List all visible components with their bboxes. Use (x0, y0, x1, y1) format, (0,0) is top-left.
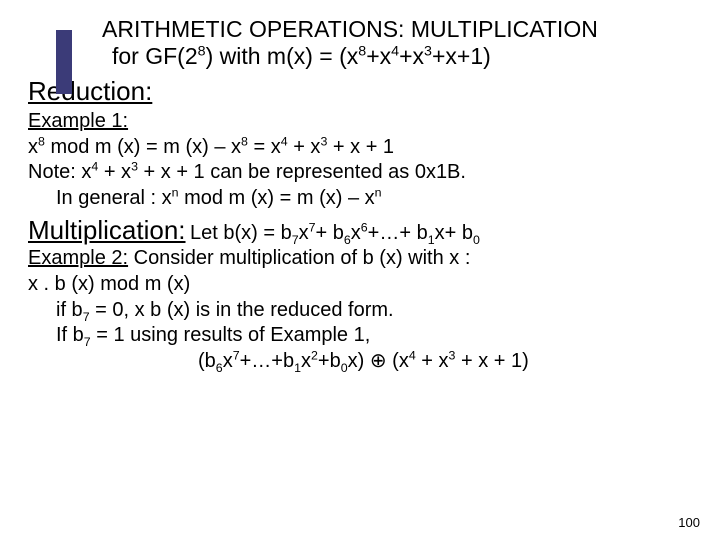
erf: x) ⊕ (x (348, 350, 409, 372)
e2i2sb1: 7 (84, 335, 91, 349)
era: (b (198, 350, 216, 372)
e2i2b: = 1 using results of Example 1, (91, 324, 371, 346)
slide-title: ARITHMETIC OPERATIONS: MULTIPLICATION fo… (102, 16, 692, 70)
ersb1: 6 (216, 361, 223, 375)
e2ib: = 0, x b (x) is in the reduced form. (90, 299, 394, 321)
mla: Let b(x) = b (190, 222, 292, 244)
e2isb1: 7 (83, 310, 90, 324)
ersb2: 1 (294, 361, 301, 375)
e1ga: In general : x (56, 187, 172, 209)
mlc: + b (316, 222, 344, 244)
erg: + x (416, 350, 449, 372)
example2-if1: if b7 = 0, x b (x) is in the reduced for… (56, 298, 692, 324)
section-reduction: Reduction: (28, 76, 692, 107)
ere: +b (318, 350, 341, 372)
section-multiplication: Multiplication: (28, 215, 186, 245)
e1ns2: 3 (131, 160, 138, 174)
e1a: x (28, 136, 38, 158)
mlsp1: 7 (309, 221, 316, 235)
e1na: Note: x (28, 161, 91, 183)
e1s2: 8 (241, 134, 248, 148)
mle: +…+ b (368, 222, 428, 244)
ersp1: 7 (233, 348, 240, 362)
mld: x (351, 222, 361, 244)
ersp2: 2 (311, 348, 318, 362)
example2-line1: Example 2: Consider multiplication of b … (28, 246, 692, 272)
example2-if2: If b7 = 1 using results of Example 1, (56, 323, 692, 349)
title-line-1: ARITHMETIC OPERATIONS: MULTIPLICATION (102, 16, 692, 43)
section-multiplication-row: Multiplication: Let b(x) = b7x7+ b6x6+…+… (28, 215, 692, 246)
e1nb: + x (98, 161, 131, 183)
e2i2a: If b (56, 324, 84, 346)
mlsb4: 0 (473, 233, 480, 247)
mlsb1: 7 (292, 233, 299, 247)
t2-sup4: 3 (424, 43, 432, 59)
t2-a: for GF(2 (112, 43, 198, 69)
t2-sup2: 8 (358, 43, 366, 59)
example2-line2: x . b (x) mod m (x) (28, 272, 692, 298)
mlsp2: 6 (361, 221, 368, 235)
example1-note: Note: x4 + x3 + x + 1 can be represented… (28, 160, 692, 186)
e1gb: mod m (x) = m (x) – x (179, 187, 375, 209)
e1e: + x + 1 (327, 136, 394, 158)
ersb3: 0 (341, 361, 348, 375)
erh: + x + 1) (455, 350, 528, 372)
e1b: mod m (x) = m (x) – x (45, 136, 241, 158)
example1-line1: x8 mod m (x) = m (x) – x8 = x4 + x3 + x … (28, 135, 692, 161)
t2-sup1: 8 (198, 43, 206, 59)
t2-e: +x+1) (432, 43, 491, 69)
erd: x (301, 350, 311, 372)
ex1-label-text: Example 1: (28, 110, 128, 132)
e1s3: 4 (281, 134, 288, 148)
erb: x (223, 350, 233, 372)
e1gs1: n (172, 185, 179, 199)
t2-d: +x (399, 43, 424, 69)
page-number: 100 (678, 515, 700, 530)
e1nc: + x + 1 can be represented as 0x1B. (138, 161, 466, 183)
e1d: + x (288, 136, 321, 158)
mlf: x+ b (435, 222, 473, 244)
e1c: = x (248, 136, 281, 158)
e1s1: 8 (38, 134, 45, 148)
t2-sup3: 4 (391, 43, 399, 59)
example1-label: Example 1: (28, 109, 692, 135)
example2-result: (b6x7+…+b1x2+b0x) ⊕ (x4 + x3 + x + 1) (198, 349, 692, 375)
e2ia: if b (56, 299, 83, 321)
erc: +…+b (240, 350, 294, 372)
ersp3: 4 (409, 348, 416, 362)
accent-bar (56, 30, 72, 94)
mlsb2: 6 (344, 233, 351, 247)
mlb: x (299, 222, 309, 244)
example1-general: In general : xn mod m (x) = m (x) – xn (56, 186, 692, 212)
mlsb3: 1 (428, 233, 435, 247)
title-line-2: for GF(28) with m(x) = (x8+x4+x3+x+1) (112, 43, 692, 70)
ex2-label-text: Example 2: (28, 247, 128, 269)
t2-c: +x (366, 43, 391, 69)
t2-b: ) with m(x) = (x (206, 43, 359, 69)
e2l1: Consider multiplication of b (x) with x … (128, 247, 470, 269)
mult-let: Let b(x) = b7x7+ b6x6+…+ b1x+ b0 (190, 222, 480, 244)
e1gs2: n (375, 185, 382, 199)
